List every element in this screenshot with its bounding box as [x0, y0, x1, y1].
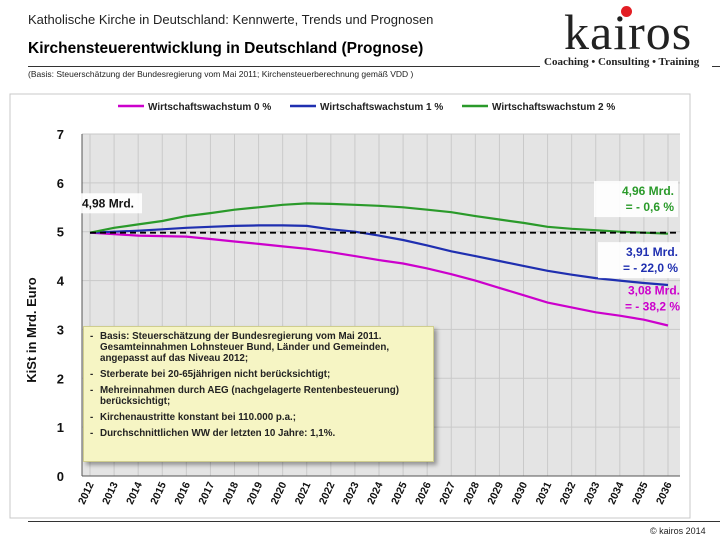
logo-dot-icon	[621, 6, 632, 17]
page-title: Kirchensteuerentwicklung in Deutschland …	[28, 40, 424, 57]
note-item: Kirchenaustritte konstant bei 110.000 p.…	[90, 412, 427, 423]
y-tick-label: 6	[57, 176, 64, 191]
header-supertitle: Katholische Kirche in Deutschland: Kennw…	[28, 12, 434, 27]
annotation-label: 3,91 Mrd.	[626, 245, 678, 259]
note-item: Durchschnittlichen WW der letzten 10 Jah…	[90, 428, 427, 439]
annotation-label: 3,08 Mrd.	[628, 283, 680, 297]
y-tick-label: 3	[57, 322, 64, 337]
annotation-box	[78, 193, 142, 214]
legend-label: Wirtschaftswachstum 2 %	[492, 102, 615, 113]
y-tick-label: 4	[57, 274, 65, 289]
annotation-label: 4,96 Mrd.	[622, 184, 674, 198]
annotation-label: = - 0,6 %	[626, 200, 675, 214]
series-lines	[89, 202, 669, 327]
series-line-0	[89, 231, 669, 327]
header-rule-right	[712, 66, 720, 67]
y-tick-label: 0	[57, 469, 64, 484]
series-line-2	[89, 202, 669, 235]
copyright: © kairos 2014	[650, 526, 706, 536]
y-tick-label: 2	[57, 371, 64, 386]
legend-box	[90, 96, 686, 118]
header-subtitle: (Basis: Steuerschätzung der Bundesregier…	[28, 69, 414, 79]
annotation-label: = - 22,0 %	[623, 261, 678, 275]
footer-rule	[28, 521, 720, 522]
series-line-1	[89, 224, 669, 287]
annotation-label: = - 38,2 %	[625, 299, 680, 313]
note-item: Basis: Steuerschätzung der Bundesregieru…	[90, 331, 427, 364]
y-tick-label: 5	[57, 225, 64, 240]
note-item: Mehreinnahmen durch AEG (nachgelagerte R…	[90, 385, 427, 407]
annotation-label: 4,98 Mrd.	[82, 196, 134, 210]
y-axis-ticks: 0 1 2 3 4 5 6 7	[57, 127, 65, 484]
annotations: 4,98 Mrd. 4,96 Mrd. = - 0,6 % 3,91 Mrd. = - …	[78, 181, 682, 313]
legend: Wirtschaftswachstum 0 % Wirtschaftswachst…	[118, 102, 615, 113]
assumptions-box: Basis: Steuerschätzung der Bundesregieru…	[83, 326, 434, 462]
annotation-box	[598, 242, 682, 279]
annotation-box	[594, 181, 678, 218]
header-rule	[28, 66, 540, 67]
y-tick-label: 1	[57, 420, 64, 435]
note-item: Sterberate bei 20-65jährigen nicht berüc…	[90, 369, 427, 380]
legend-label: Wirtschaftswachstum 0 %	[148, 102, 271, 113]
y-tick-label: 7	[57, 127, 64, 142]
logo-tagline: Coaching • Consulting • Training	[544, 56, 700, 68]
legend-label: Wirtschaftswachstum 1 %	[320, 102, 443, 113]
y-axis-label: KiSt in Mrd. Euro	[24, 277, 39, 383]
